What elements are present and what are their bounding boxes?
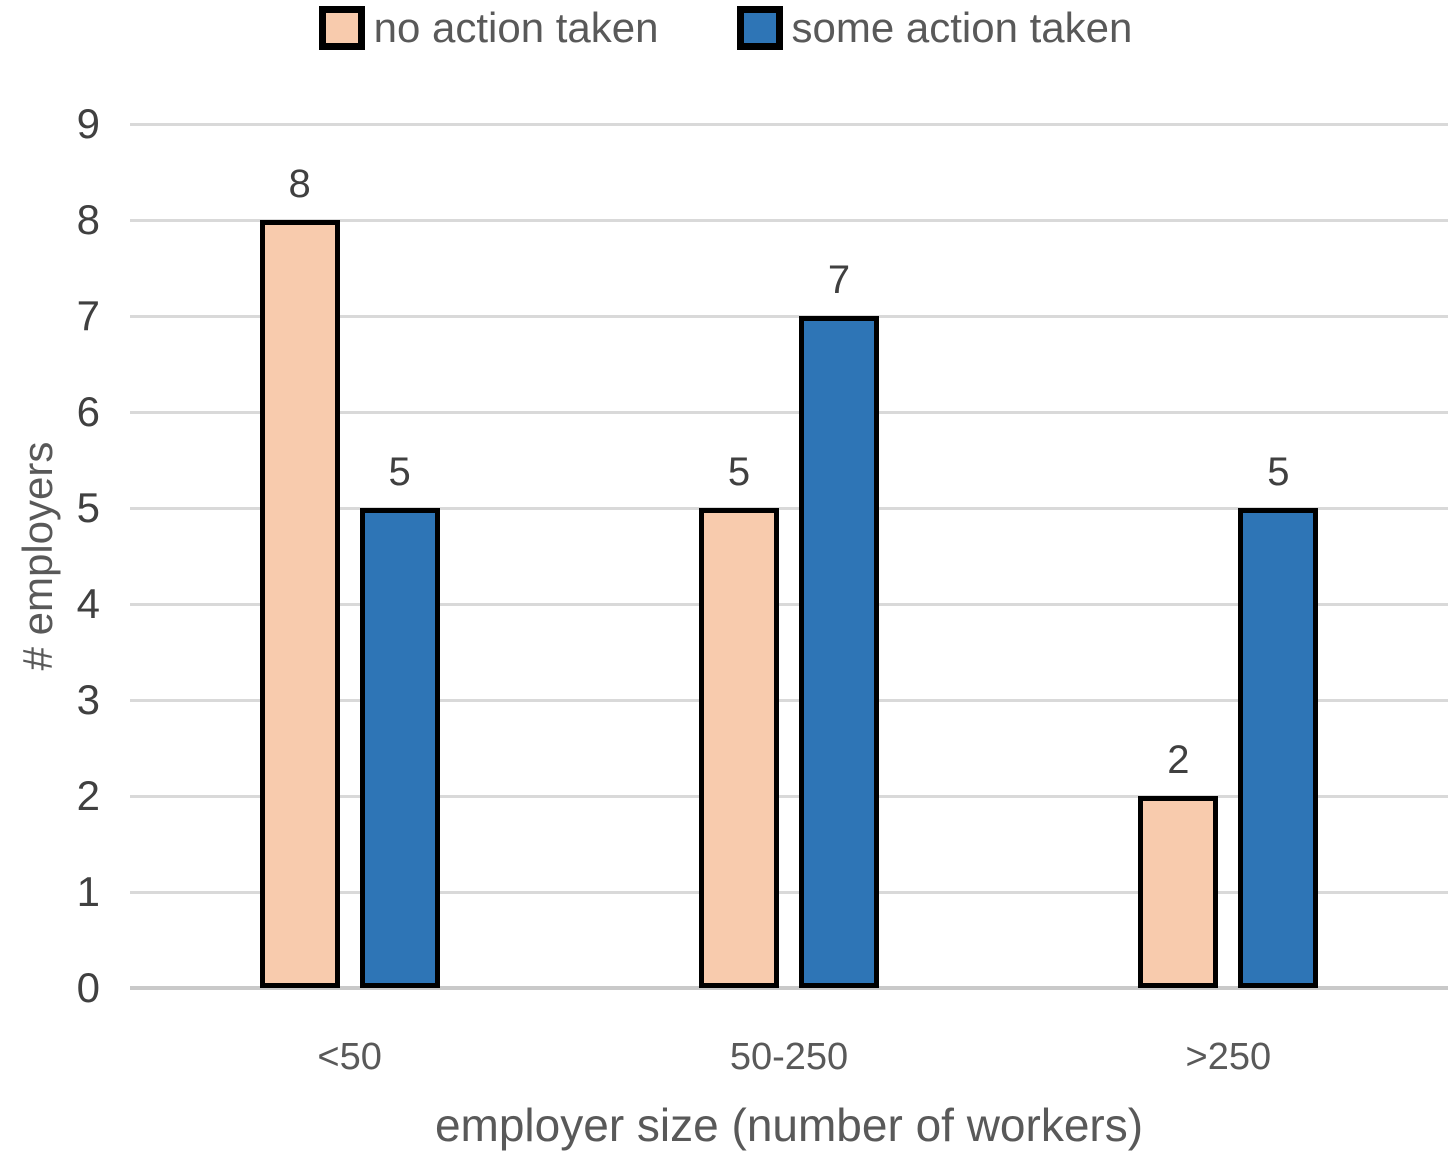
legend-label: some action taken: [791, 4, 1133, 51]
y-axis-title: # employers: [14, 441, 61, 671]
x-category-label: >250: [1185, 1036, 1272, 1078]
bar-some-action-<50: [359, 508, 440, 988]
y-tick-label: 4: [76, 580, 100, 627]
y-tick-label: 5: [76, 484, 100, 531]
bar-value-label: 7: [827, 258, 851, 302]
legend-label: no action taken: [373, 4, 659, 51]
gridline: [130, 506, 1448, 510]
bar-value-label: 5: [388, 450, 411, 494]
y-tick-label: 8: [76, 196, 100, 243]
x-axis-line: [130, 986, 1448, 990]
y-tick-label: 9: [76, 100, 100, 147]
gridline: [130, 122, 1448, 126]
x-category-label: 50-250: [729, 1036, 849, 1078]
gridline: [130, 218, 1448, 222]
bar-value-label: 2: [1167, 738, 1190, 782]
y-tick-label: 2: [76, 772, 100, 819]
y-tick-label: 0: [76, 964, 100, 1011]
gridline: [130, 794, 1448, 798]
y-tick-label: 1: [76, 868, 100, 915]
bar-no-action-<50: [259, 220, 340, 988]
plot-area: 8 5 5 7 2 5: [130, 122, 1448, 990]
bar-some-action->250: [1238, 508, 1319, 988]
bar-some-action-50-250: [799, 316, 879, 988]
bar-value-label: 5: [1267, 450, 1290, 494]
gridline: [130, 410, 1448, 414]
chart-legend: no action taken some action taken: [0, 0, 1451, 56]
gridline: [130, 698, 1448, 702]
x-category-label: <50: [317, 1036, 382, 1078]
bar-no-action-50-250: [699, 508, 779, 988]
bar-value-label: 5: [727, 450, 751, 494]
legend-item-some-action: some action taken: [736, 4, 1133, 51]
legend-swatch-icon: [318, 6, 365, 50]
gridline: [130, 890, 1448, 894]
bar-no-action->250: [1138, 796, 1219, 988]
x-axis-title: employer size (number of workers): [434, 1099, 1144, 1151]
y-tick-label: 7: [76, 292, 100, 339]
gridline: [130, 314, 1448, 318]
legend-item-no-action: no action taken: [318, 4, 659, 51]
legend-swatch-icon: [736, 6, 783, 50]
gridline: [130, 602, 1448, 606]
y-tick-label: 3: [76, 676, 100, 723]
y-tick-label: 6: [76, 388, 100, 435]
bar-value-label: 8: [288, 162, 311, 206]
